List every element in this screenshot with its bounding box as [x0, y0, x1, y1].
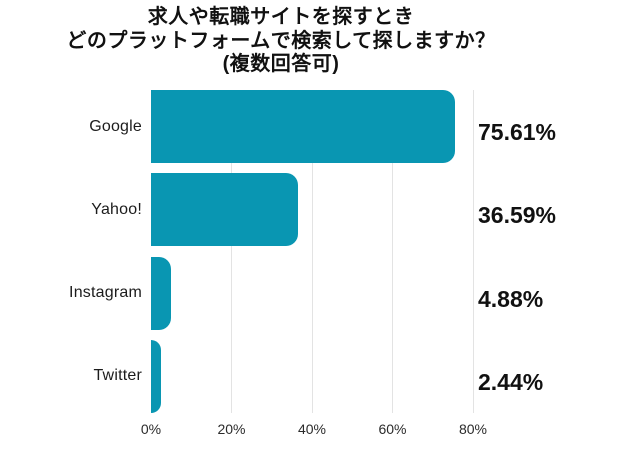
x-tick-label: 80%	[458, 421, 488, 437]
bar-rows: Google 75.61% Yahoo! 36.59% Instagram 4.…	[0, 90, 632, 413]
value-label: 4.88%	[478, 285, 544, 312]
chart-title-line-3: (複数回答可)	[222, 53, 340, 75]
bar-twitter	[151, 339, 161, 413]
chart-title: 求人や転職サイトを探すとき どのプラットフォームで検索して探しますか？ (複数回…	[0, 6, 562, 77]
category-label: Instagram	[69, 284, 142, 302]
x-tick-label: 0%	[140, 421, 162, 437]
bar-yahoo	[151, 173, 299, 247]
category-label: Google	[89, 117, 142, 135]
value-label: 2.44%	[478, 368, 544, 395]
gridline-80	[472, 90, 474, 413]
gridline-60	[392, 90, 393, 413]
gridline-20	[231, 90, 232, 413]
bar-google	[151, 90, 456, 163]
bar-track	[151, 90, 473, 163]
bar-row-instagram: Instagram 4.88%	[0, 256, 632, 330]
category-label: Yahoo!	[91, 200, 142, 218]
bar-track	[151, 256, 473, 330]
x-axis: 0% 20% 40% 60% 80%	[141, 421, 487, 439]
chart-title-line-1: 求人や転職サイトを探すとき	[147, 6, 415, 28]
gridline-40	[311, 90, 313, 413]
bar-row-google: Google 75.61%	[0, 90, 632, 163]
x-tick-label: 60%	[378, 421, 407, 437]
plot-area	[151, 90, 474, 413]
x-tick-label: 20%	[217, 421, 246, 437]
value-label: 75.61%	[478, 119, 557, 145]
value-label: 36.59%	[478, 202, 557, 229]
bar-track	[151, 173, 473, 247]
x-tick-label: 40%	[297, 421, 327, 437]
category-label: Twitter	[93, 367, 142, 385]
chart-title-line-2: どのプラットフォームで検索して探しますか？	[66, 29, 496, 52]
bar-row-twitter: Twitter 2.44%	[0, 339, 632, 413]
bar-instagram	[151, 256, 171, 330]
bar-track	[151, 339, 473, 413]
bar-row-yahoo: Yahoo! 36.59%	[0, 173, 632, 247]
